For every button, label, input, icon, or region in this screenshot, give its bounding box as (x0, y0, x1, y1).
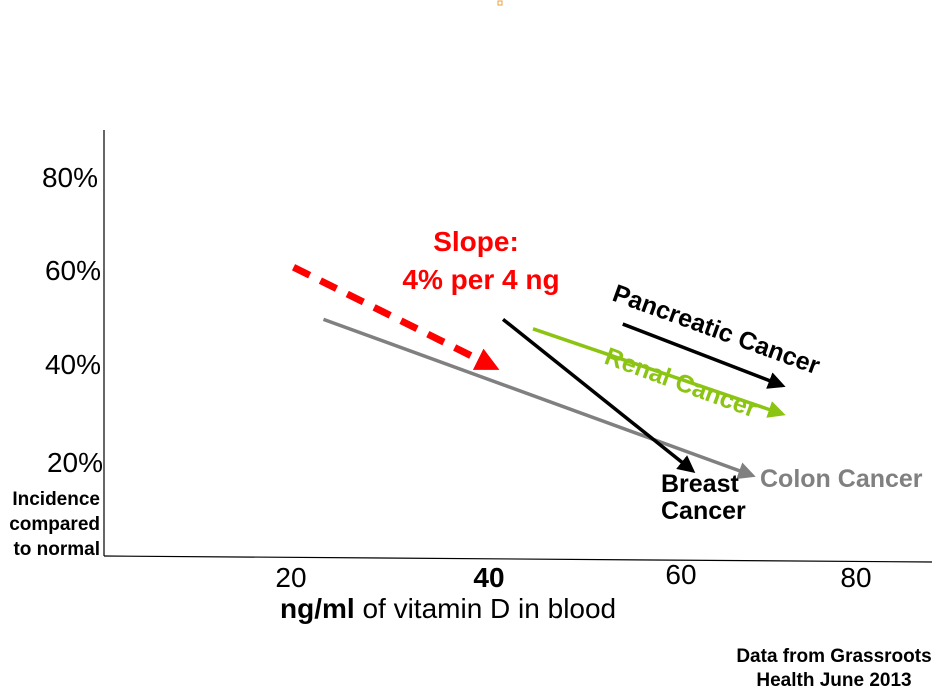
y-tick-label-20: 20% (47, 447, 103, 478)
y-tick-label-80: 80% (42, 162, 98, 193)
decorative-marker (497, 0, 503, 6)
x-tick-label-60: 60 (665, 559, 696, 590)
series-line-pancreatic (622, 322, 786, 389)
x-tick-label-40: 40 (473, 562, 504, 593)
breast-label-line2: Cancer (661, 497, 746, 525)
colon-label: Colon Cancer (760, 465, 923, 493)
x-axis (103, 555, 933, 563)
y-axis-label-line2: compared (9, 514, 100, 535)
y-axis-label-line3: to normal (13, 539, 100, 560)
series-line-colon (322, 317, 756, 479)
series-line-renal (532, 327, 786, 418)
series-line-breast (501, 317, 696, 473)
renal-label: Renal Cancer (601, 342, 761, 423)
source-line2: Health June 2013 (756, 670, 911, 691)
y-tick-label-60: 60% (45, 255, 101, 286)
x-tick-label-80: 80 (840, 562, 871, 593)
source-line1: Data from Grassroots (736, 646, 931, 667)
breast-label-line1: Breast (661, 470, 739, 498)
slope-value: 4% per 4 ng (402, 264, 559, 295)
y-tick-label-40: 40% (45, 349, 101, 380)
y-axis-label-line1: Incidence (12, 489, 100, 510)
x-axis-label: ng/ml of vitamin D in blood (280, 593, 616, 624)
x-tick-label-20: 20 (275, 562, 306, 593)
series-line-slope (291, 264, 500, 370)
slope-title: Slope: (433, 226, 519, 257)
x-axis-label-text: of vitamin D in blood (355, 593, 616, 624)
x-axis-label-unit: ng/ml (280, 593, 355, 624)
